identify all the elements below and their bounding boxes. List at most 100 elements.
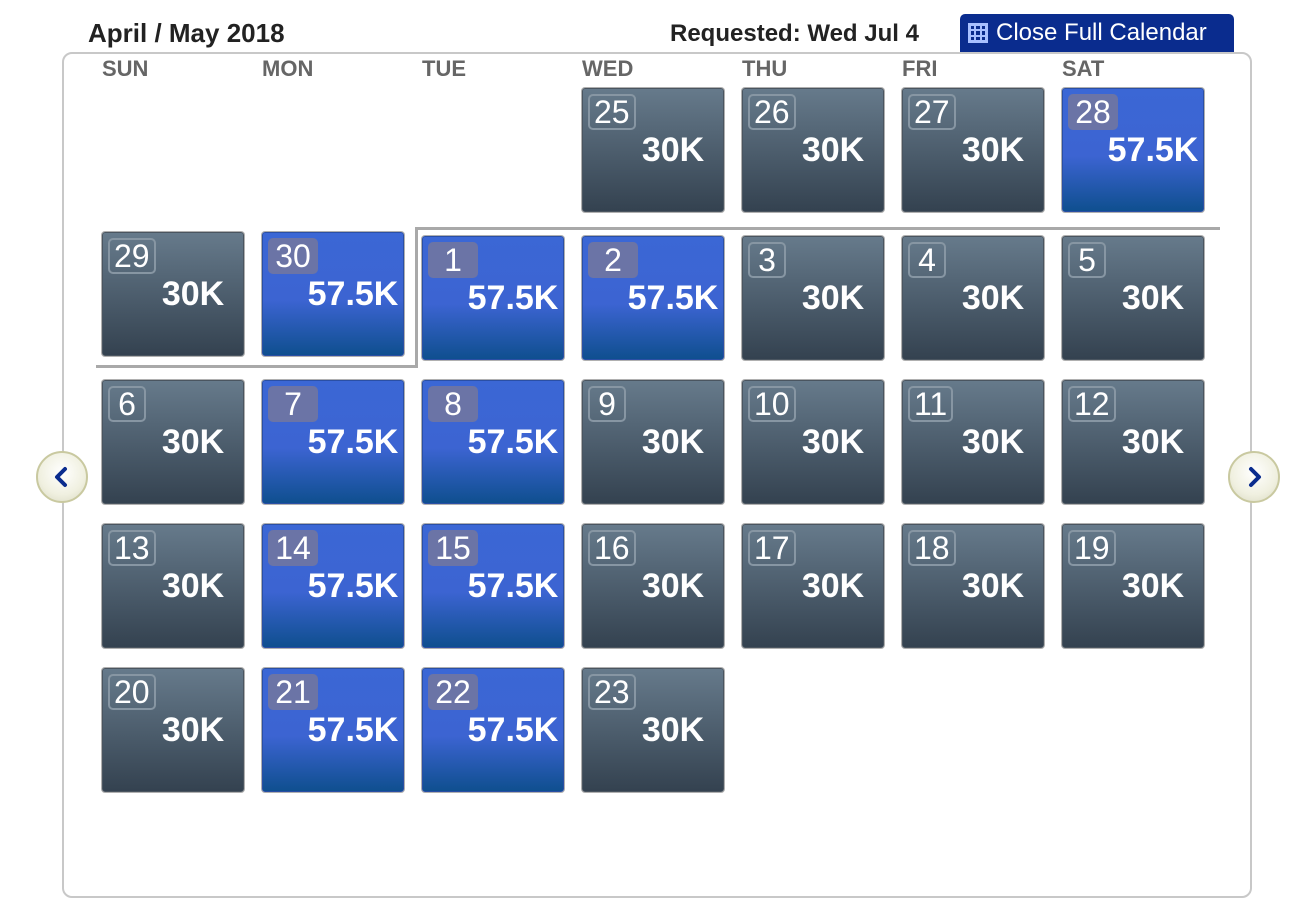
- fare-price: 57.5K: [307, 567, 399, 605]
- fare-price: 30K: [1121, 423, 1185, 461]
- day-number: 29: [108, 238, 156, 274]
- day-cell[interactable]: 30 57.5K: [262, 232, 404, 356]
- fare-price: 30K: [161, 423, 225, 461]
- chevron-left-icon: [55, 467, 67, 487]
- day-number: 8: [428, 386, 478, 422]
- month-divider-bottom: [96, 365, 418, 368]
- day-number: 30: [268, 238, 318, 274]
- day-number: 10: [748, 386, 796, 422]
- fare-price: 30K: [961, 423, 1025, 461]
- day-cell[interactable]: 14 57.5K: [262, 524, 404, 648]
- next-month-button[interactable]: [1228, 451, 1280, 503]
- day-cell[interactable]: 18 30K: [902, 524, 1044, 648]
- fare-price: 30K: [641, 711, 705, 749]
- day-cell[interactable]: 8 57.5K: [422, 380, 564, 504]
- day-number: 13: [108, 530, 156, 566]
- day-cell[interactable]: 9 30K: [582, 380, 724, 504]
- day-cell[interactable]: 7 57.5K: [262, 380, 404, 504]
- grid-icon: [968, 23, 988, 43]
- day-number: 14: [268, 530, 318, 566]
- day-cell[interactable]: 19 30K: [1062, 524, 1204, 648]
- weekday-5: FRI: [902, 56, 938, 81]
- day-cell[interactable]: 15 57.5K: [422, 524, 564, 648]
- day-number: 25: [588, 94, 636, 130]
- day-number: 7: [268, 386, 318, 422]
- day-cell[interactable]: 10 30K: [742, 380, 884, 504]
- day-cell[interactable]: 3 30K: [742, 236, 884, 360]
- day-cell[interactable]: 13 30K: [102, 524, 244, 648]
- day-cell[interactable]: 25 30K: [582, 88, 724, 212]
- day-number: 26: [748, 94, 796, 130]
- fare-price: 30K: [801, 279, 865, 317]
- weekday-2: TUE: [422, 56, 466, 81]
- day-cell[interactable]: 26 30K: [742, 88, 884, 212]
- fare-price: 30K: [161, 567, 225, 605]
- fare-price: 57.5K: [467, 567, 559, 605]
- day-number: 19: [1068, 530, 1116, 566]
- day-cell[interactable]: 5 30K: [1062, 236, 1204, 360]
- fare-price: 30K: [1121, 567, 1185, 605]
- fare-price: 57.5K: [467, 423, 559, 461]
- fare-price: 57.5K: [307, 275, 399, 313]
- day-number: 18: [908, 530, 956, 566]
- day-cell[interactable]: 21 57.5K: [262, 668, 404, 792]
- weekday-4: THU: [742, 56, 788, 81]
- day-number: 17: [748, 530, 796, 566]
- day-cell[interactable]: 27 30K: [902, 88, 1044, 212]
- day-cell[interactable]: 17 30K: [742, 524, 884, 648]
- day-number: 9: [588, 386, 626, 422]
- day-cell[interactable]: 2 57.5K: [582, 236, 724, 360]
- day-cell[interactable]: 16 30K: [582, 524, 724, 648]
- fare-price: 30K: [961, 567, 1025, 605]
- close-full-calendar-label: Close Full Calendar: [996, 19, 1207, 46]
- fare-price: 57.5K: [467, 711, 559, 749]
- fare-price: 30K: [961, 131, 1025, 169]
- day-number: 28: [1068, 94, 1118, 130]
- fare-price: 30K: [801, 131, 865, 169]
- day-cell[interactable]: 23 30K: [582, 668, 724, 792]
- previous-month-button[interactable]: [36, 451, 88, 503]
- weekday-0: SUN: [102, 56, 149, 81]
- fare-price: 57.5K: [1107, 131, 1199, 169]
- day-cell[interactable]: 12 30K: [1062, 380, 1204, 504]
- day-number: 5: [1068, 242, 1106, 278]
- day-number: 16: [588, 530, 636, 566]
- fare-price: 30K: [161, 711, 225, 749]
- day-number: 23: [588, 674, 636, 710]
- month-divider: [418, 227, 1220, 230]
- fare-price: 30K: [1121, 279, 1185, 317]
- day-cell[interactable]: 22 57.5K: [422, 668, 564, 792]
- day-number: 15: [428, 530, 478, 566]
- weekday-6: SAT: [1062, 56, 1105, 81]
- day-cell[interactable]: 29 30K: [102, 232, 244, 356]
- day-number: 21: [268, 674, 318, 710]
- day-cell[interactable]: 20 30K: [102, 668, 244, 792]
- fare-price: 57.5K: [627, 279, 719, 317]
- chevron-right-icon: [1249, 467, 1261, 487]
- day-cell[interactable]: 11 30K: [902, 380, 1044, 504]
- day-cell[interactable]: 28 57.5K: [1062, 88, 1204, 212]
- day-number: 27: [908, 94, 956, 130]
- day-number: 3: [748, 242, 786, 278]
- day-number: 12: [1068, 386, 1116, 422]
- day-number: 4: [908, 242, 946, 278]
- fare-price: 30K: [641, 567, 705, 605]
- day-number: 1: [428, 242, 478, 278]
- day-cell[interactable]: 4 30K: [902, 236, 1044, 360]
- day-cell[interactable]: 1 57.5K: [422, 236, 564, 360]
- day-number: 22: [428, 674, 478, 710]
- calendar-title: April / May 2018: [88, 18, 285, 48]
- day-number: 11: [908, 386, 954, 422]
- weekday-3: WED: [582, 56, 634, 81]
- fare-price: 57.5K: [467, 279, 559, 317]
- requested-date: Requested: Wed Jul 4: [670, 20, 919, 47]
- day-number: 6: [108, 386, 146, 422]
- fare-price: 57.5K: [307, 423, 399, 461]
- close-full-calendar-button[interactable]: Close Full Calendar: [960, 14, 1234, 52]
- day-cell[interactable]: 6 30K: [102, 380, 244, 504]
- fare-price: 30K: [641, 131, 705, 169]
- fare-price: 30K: [161, 275, 225, 313]
- fare-price: 30K: [641, 423, 705, 461]
- fare-price: 30K: [801, 423, 865, 461]
- day-number: 2: [588, 242, 638, 278]
